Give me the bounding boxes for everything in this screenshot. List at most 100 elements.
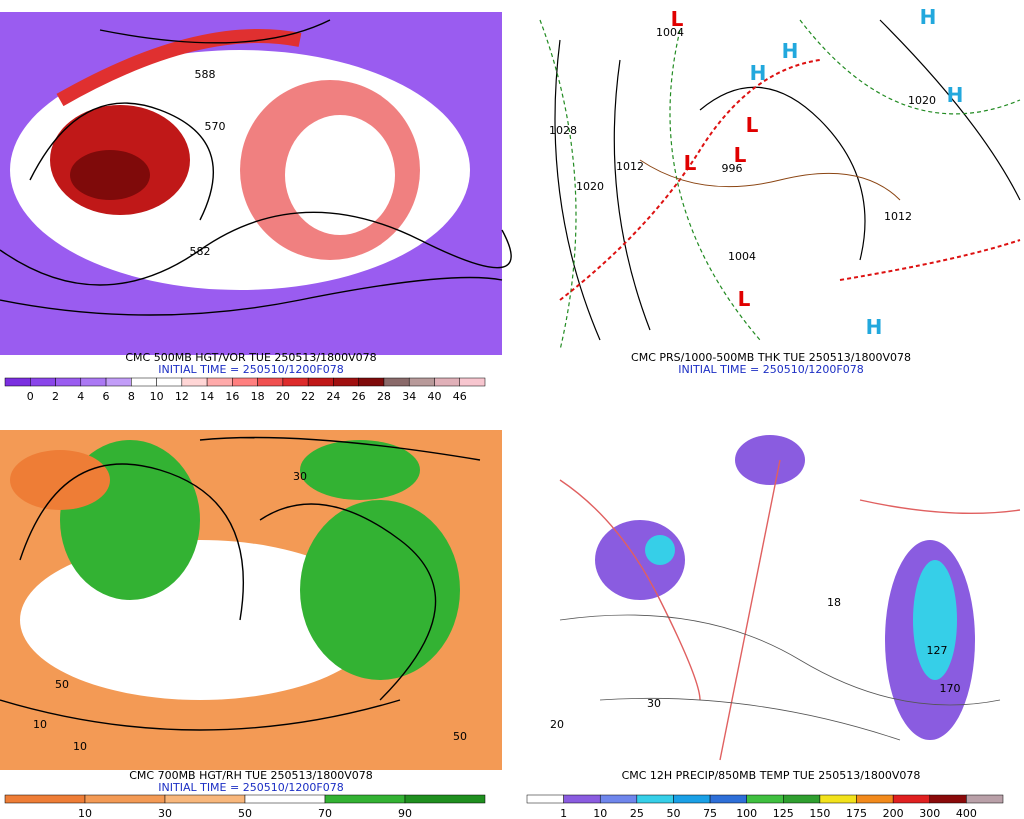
colorbar-label: 75 (703, 807, 717, 819)
colorbar-swatch (4, 377, 31, 387)
colorbar-label: 50 (666, 807, 680, 819)
colorbar-label: 20 (276, 390, 290, 403)
colorbar-swatch (636, 794, 674, 804)
contour-label: 588 (195, 68, 216, 81)
panel-title: CMC PRS/1000-500MB THK TUE 250513/1800V0… (631, 351, 911, 364)
pressure-center: L (684, 151, 697, 175)
colorbar-swatch (929, 794, 967, 804)
pressure-center: H (782, 39, 799, 63)
pressure-center: H (947, 83, 964, 107)
colorbar-swatch (383, 377, 410, 387)
colorbar-label: 70 (318, 807, 332, 819)
colorbar-swatch (30, 377, 56, 387)
colorbar-label: 400 (956, 807, 977, 819)
colorbar-label: 46 (453, 390, 467, 403)
colorbar-label: 100 (736, 807, 757, 819)
colorbar-swatch (257, 377, 284, 387)
colorbar-label: 18 (251, 390, 265, 403)
colorbar-label: 300 (919, 807, 940, 819)
colorbar-label: 10 (593, 807, 607, 819)
initial-time: INITIAL TIME = 250510/1200F078 (158, 781, 343, 794)
colorbar-label: 175 (846, 807, 867, 819)
colorbar-swatch (358, 377, 385, 387)
colorbar-swatch (599, 794, 638, 804)
contour-label: 1004 (728, 250, 756, 263)
colorbar-swatch (526, 794, 564, 804)
contour-label: 127 (927, 644, 948, 657)
colorbar-swatch (181, 377, 208, 387)
colorbar-swatch (892, 794, 931, 804)
colorbar-swatch (819, 794, 857, 804)
pressure-center: L (671, 7, 684, 31)
colorbar-label: 14 (200, 390, 214, 403)
colorbar-swatch (324, 794, 406, 804)
colorbar-label: 16 (225, 390, 239, 403)
colorbar-swatch (404, 794, 486, 804)
contour-label: 30 (293, 470, 307, 483)
contour-label: 1012 (616, 160, 644, 173)
contour-label: 170 (940, 682, 961, 695)
map-panel-4 (522, 430, 1021, 770)
colorbar-swatch (746, 794, 784, 804)
contour-label: 996 (722, 162, 743, 175)
colorbar-swatch (80, 377, 107, 387)
colorbar-swatch (709, 794, 747, 804)
colorbar-label: 34 (402, 390, 416, 403)
contour-label: 20 (550, 718, 564, 731)
colorbar-swatch (4, 794, 86, 804)
initial-time: INITIAL TIME = 250510/1200F078 (158, 363, 343, 376)
contour-label: 50 (55, 678, 69, 691)
contour-label: 1020 (576, 180, 604, 193)
contour-label: 30 (647, 697, 661, 710)
contour-label: 18 (827, 596, 841, 609)
colorbar-swatch (408, 377, 435, 387)
colorbar-swatch (55, 377, 82, 387)
contour-label: 50 (453, 730, 467, 743)
colorbar-swatch (105, 377, 132, 387)
contour-label: 10 (33, 718, 47, 731)
contour-label: 1004 (656, 26, 684, 39)
colorbar-swatch (131, 377, 157, 387)
colorbar-swatch (156, 377, 183, 387)
contour-label: 1028 (549, 124, 577, 137)
panel-title: CMC 500MB HGT/VOR TUE 250513/1800V078 (125, 351, 376, 364)
pressure-center: L (738, 287, 751, 311)
colorbar-label: 26 (352, 390, 366, 403)
colorbar-label: 1 (560, 807, 567, 819)
colorbar-label: 30 (158, 807, 172, 819)
colorbar-label: 24 (326, 390, 340, 403)
pressure-center: L (734, 143, 747, 167)
colorbar-swatch (673, 794, 711, 804)
colorbar-label: 4 (77, 390, 84, 403)
map-panel-1 (0, 12, 512, 355)
panel-title: CMC 700MB HGT/RH TUE 250513/1800V078 (129, 769, 373, 782)
colorbar-swatch (333, 377, 359, 387)
colorbar-swatch (434, 377, 460, 387)
colorbar-swatch (966, 794, 1004, 804)
colorbar-label: 25 (630, 807, 644, 819)
colorbar-label: 50 (238, 807, 252, 819)
colorbar-label: 125 (773, 807, 794, 819)
contour-label: 582 (190, 245, 211, 258)
colorbar-label: 200 (883, 807, 904, 819)
contour-label: 1012 (884, 210, 912, 223)
contour-label: 10 (73, 740, 87, 753)
contour-label: 1020 (908, 94, 936, 107)
colorbar-label: 8 (128, 390, 135, 403)
contour-label: 570 (205, 120, 226, 133)
colorbar-label: 90 (398, 807, 412, 819)
panel-title: CMC 12H PRECIP/850MB TEMP TUE 250513/180… (622, 769, 921, 782)
colorbar-label: 22 (301, 390, 315, 403)
pressure-center: L (746, 113, 759, 137)
colorbar-label: 10 (78, 807, 92, 819)
colorbar-label: 12 (175, 390, 189, 403)
colorbar-swatch (307, 377, 334, 387)
colorbar-swatch (244, 794, 326, 804)
colorbar-swatch (164, 794, 246, 804)
pressure-center: H (920, 5, 937, 29)
colorbar-swatch (84, 794, 166, 804)
colorbar-swatch (232, 377, 258, 387)
colorbar-label: 28 (377, 390, 391, 403)
map-panel-3 (0, 430, 502, 770)
